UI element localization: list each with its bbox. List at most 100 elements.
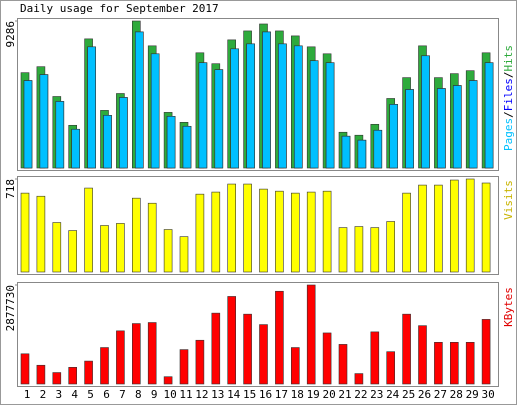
bar bbox=[227, 296, 236, 385]
bar bbox=[306, 191, 316, 273]
bar bbox=[386, 351, 396, 385]
bar bbox=[214, 69, 224, 169]
legend-entry: Files bbox=[502, 78, 515, 111]
chart-title: Daily usage for September 2017 bbox=[20, 2, 219, 15]
bar bbox=[309, 60, 319, 169]
bar bbox=[198, 62, 208, 169]
bar bbox=[71, 128, 80, 169]
bar bbox=[116, 223, 125, 273]
bar bbox=[36, 364, 46, 385]
x-tick-label: 30 bbox=[481, 388, 494, 401]
x-tick-label: 23 bbox=[370, 388, 383, 401]
x-tick-label: 17 bbox=[275, 388, 288, 401]
bar bbox=[195, 339, 205, 385]
bar bbox=[119, 97, 128, 169]
bar bbox=[150, 53, 160, 169]
bar bbox=[116, 330, 125, 385]
x-tick-label: 29 bbox=[466, 388, 479, 401]
bar bbox=[306, 284, 316, 385]
bar bbox=[23, 80, 33, 169]
bar bbox=[259, 188, 268, 273]
x-tick-label: 27 bbox=[434, 388, 447, 401]
x-tick-label: 20 bbox=[322, 388, 335, 401]
bar bbox=[354, 226, 364, 273]
bar bbox=[52, 222, 62, 273]
bar bbox=[290, 347, 300, 385]
x-tick-label: 10 bbox=[163, 388, 176, 401]
legend-entry: Pages bbox=[502, 118, 515, 151]
bar bbox=[481, 319, 491, 385]
bar bbox=[484, 62, 494, 169]
bar bbox=[338, 227, 348, 273]
x-tick-label: 25 bbox=[402, 388, 415, 401]
bar bbox=[418, 325, 427, 385]
bar bbox=[246, 43, 255, 169]
bar bbox=[402, 313, 411, 385]
bar bbox=[195, 193, 205, 273]
bar bbox=[68, 230, 77, 273]
bar bbox=[389, 104, 399, 169]
x-tick-label: 14 bbox=[227, 388, 241, 401]
bar bbox=[84, 360, 93, 385]
bar bbox=[275, 290, 284, 385]
bar bbox=[434, 184, 443, 273]
bar bbox=[227, 183, 236, 273]
bar bbox=[20, 353, 30, 385]
bar bbox=[322, 190, 332, 273]
bar bbox=[163, 229, 173, 273]
bar bbox=[449, 342, 459, 385]
x-tick-label: 16 bbox=[259, 388, 272, 401]
bar bbox=[211, 191, 221, 273]
bar bbox=[465, 342, 475, 385]
x-tick-label: 5 bbox=[87, 388, 94, 401]
x-tick-label: 18 bbox=[291, 388, 304, 401]
bar bbox=[341, 135, 351, 169]
bar bbox=[55, 101, 65, 169]
x-tick-label: 1 bbox=[24, 388, 31, 401]
bar bbox=[275, 190, 284, 273]
x-tick-label: 11 bbox=[179, 388, 192, 401]
bar bbox=[452, 85, 462, 169]
bar bbox=[405, 89, 414, 169]
bar bbox=[402, 192, 411, 273]
legend-entry: KBytes bbox=[502, 287, 515, 327]
bar bbox=[243, 313, 252, 385]
bar bbox=[243, 183, 252, 273]
bar bbox=[354, 373, 364, 385]
bar bbox=[449, 179, 459, 273]
x-tick-label: 26 bbox=[418, 388, 431, 401]
bar bbox=[370, 227, 380, 273]
bar bbox=[179, 236, 189, 273]
bar bbox=[386, 221, 396, 273]
bar bbox=[135, 31, 144, 169]
bar bbox=[373, 129, 383, 169]
x-tick-label: 6 bbox=[103, 388, 110, 401]
bar bbox=[437, 88, 446, 169]
bar bbox=[278, 43, 287, 169]
x-tick-label: 3 bbox=[55, 388, 62, 401]
bar bbox=[147, 322, 157, 385]
x-tick-label: 28 bbox=[450, 388, 463, 401]
series-legend: Pages/Files/Hits bbox=[502, 45, 515, 151]
bar bbox=[434, 342, 443, 385]
x-tick-label: 21 bbox=[338, 388, 351, 401]
bar bbox=[262, 31, 271, 169]
bar bbox=[481, 182, 491, 273]
bar bbox=[87, 46, 96, 169]
bar bbox=[84, 187, 93, 273]
bar bbox=[325, 62, 335, 169]
x-tick-label: 2 bbox=[40, 388, 47, 401]
x-tick-label: 22 bbox=[354, 388, 367, 401]
bar bbox=[68, 367, 77, 385]
y-tick-label: 2877730 bbox=[4, 285, 17, 331]
bar bbox=[132, 323, 141, 385]
bar bbox=[100, 225, 109, 273]
x-tick-label: 7 bbox=[119, 388, 126, 401]
bar bbox=[230, 48, 239, 169]
bar bbox=[100, 347, 109, 385]
y-tick-label: 9286 bbox=[4, 21, 17, 48]
bar bbox=[39, 74, 49, 169]
x-tick-label: 9 bbox=[151, 388, 158, 401]
bar bbox=[20, 192, 30, 273]
